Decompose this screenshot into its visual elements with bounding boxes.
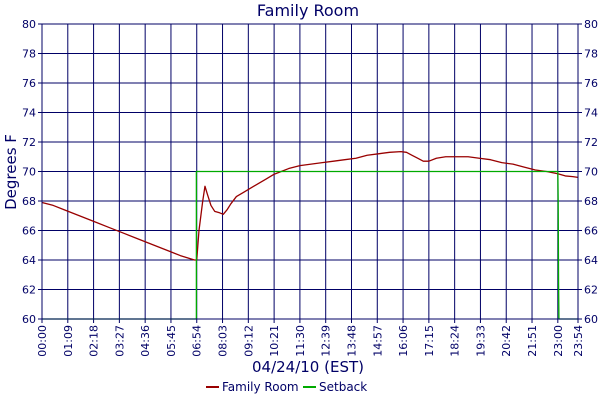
x-tick-label: 01:09 xyxy=(62,325,75,357)
y-tick-label-left: 64 xyxy=(22,254,36,267)
x-tick-label: 00:00 xyxy=(36,325,49,357)
x-tick-label: 02:18 xyxy=(88,325,101,357)
tick-labels: 60 60 62 62 64 64 66 66 68 68 70 70 72 72 74 74 76 76 78 78… xyxy=(22,18,598,357)
x-tick-label: 12:39 xyxy=(320,325,333,357)
y-tick-label-left: 74 xyxy=(22,107,36,120)
x-tick-label: 03:27 xyxy=(113,325,126,357)
y-tick-label-left: 62 xyxy=(22,284,36,297)
x-tick-label: 19:33 xyxy=(474,325,487,357)
y-tick-label-left: 78 xyxy=(22,48,36,61)
x-tick-label: 16:06 xyxy=(397,325,410,357)
y-axis-label: Degrees F xyxy=(2,134,20,210)
y-tick-label-left: 72 xyxy=(22,136,36,149)
legend-label: Setback xyxy=(319,380,367,394)
y-tick-label-right: 68 xyxy=(584,195,598,208)
y-tick-label-right: 60 xyxy=(584,313,598,326)
y-tick-label-right: 80 xyxy=(584,18,598,31)
y-tick-label-left: 76 xyxy=(22,77,36,90)
y-tick-label-left: 70 xyxy=(22,166,36,179)
setback-line xyxy=(42,170,578,320)
x-tick-label: 21:51 xyxy=(526,325,539,357)
legend: Family Room Setback xyxy=(206,380,367,394)
legend-setback: Setback xyxy=(303,380,367,394)
x-tick-label: 11:30 xyxy=(294,325,307,357)
x-tick-label: 14:57 xyxy=(371,325,384,357)
y-tick-label-left: 66 xyxy=(22,225,36,238)
x-axis-label: 04/24/10 (EST) xyxy=(252,358,364,376)
legend-family-room: Family Room xyxy=(206,380,299,394)
y-tick-label-right: 64 xyxy=(584,254,598,267)
y-tick-label-right: 74 xyxy=(584,107,598,120)
x-tick-label: 13:48 xyxy=(345,325,358,357)
legend-label: Family Room xyxy=(222,380,299,394)
x-tick-label: 09:12 xyxy=(242,325,255,357)
y-tick-label-right: 62 xyxy=(584,284,598,297)
x-tick-label: 23:00 xyxy=(552,325,565,357)
x-tick-label: 23:54 xyxy=(572,325,585,357)
y-tick-label-right: 72 xyxy=(584,136,598,149)
x-tick-label: 18:24 xyxy=(449,325,462,357)
y-tick-label-left: 80 xyxy=(22,18,36,31)
chart-title: Family Room xyxy=(257,1,359,20)
x-tick-label: 20:42 xyxy=(500,325,513,357)
y-tick-label-right: 76 xyxy=(584,77,598,90)
data-series xyxy=(41,150,579,320)
family-room-line xyxy=(41,150,579,261)
y-tick-label-right: 78 xyxy=(584,48,598,61)
x-tick-label: 06:54 xyxy=(191,325,204,357)
y-tick-label-left: 60 xyxy=(22,313,36,326)
x-tick-label: 05:45 xyxy=(165,325,178,357)
x-tick-label: 08:03 xyxy=(217,325,230,357)
x-tick-label: 17:15 xyxy=(423,325,436,357)
y-tick-label-right: 66 xyxy=(584,225,598,238)
y-tick-label-left: 68 xyxy=(22,195,36,208)
x-tick-label: 10:21 xyxy=(268,325,281,357)
plot-area-frame xyxy=(41,23,579,320)
x-tick-label: 04:36 xyxy=(139,325,152,357)
y-tick-label-right: 70 xyxy=(584,166,598,179)
